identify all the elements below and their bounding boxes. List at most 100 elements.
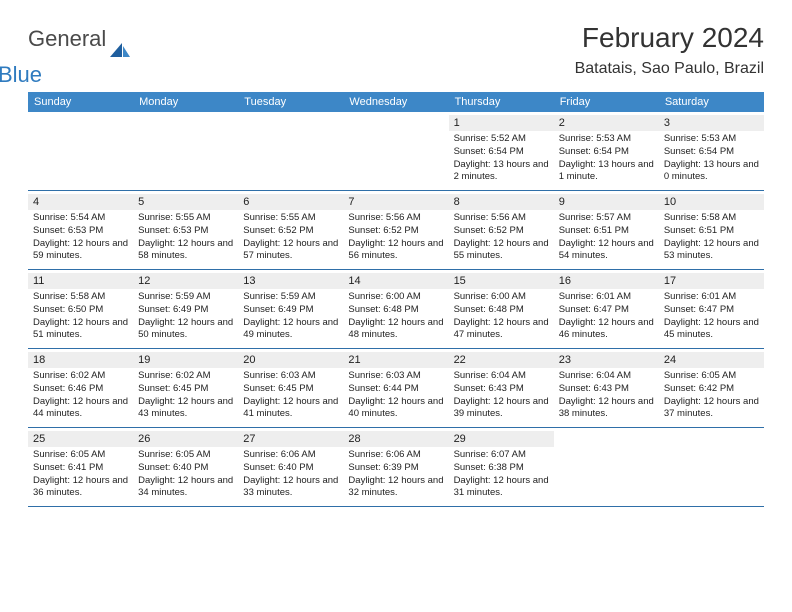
brand-blue: Blue	[0, 64, 76, 86]
week-row: 1Sunrise: 5:52 AMSunset: 6:54 PMDaylight…	[28, 112, 764, 191]
sunrise-line: Sunrise: 5:59 AM	[243, 291, 338, 304]
sunrise-line: Sunrise: 6:05 AM	[664, 370, 759, 383]
sunset-line: Sunset: 6:54 PM	[454, 146, 549, 159]
empty-day-cell	[133, 112, 238, 190]
sunrise-line: Sunrise: 6:02 AM	[138, 370, 233, 383]
day-number-band: 2	[554, 115, 659, 131]
sunrise-line: Sunrise: 6:01 AM	[559, 291, 654, 304]
day-number: 25	[33, 433, 128, 445]
day-number: 2	[559, 117, 654, 129]
daylight-line: Daylight: 13 hours and 2 minutes.	[454, 159, 549, 185]
sunset-line: Sunset: 6:52 PM	[243, 225, 338, 238]
day-number-band	[659, 431, 764, 447]
sunset-line: Sunset: 6:53 PM	[33, 225, 128, 238]
sunset-line: Sunset: 6:49 PM	[138, 304, 233, 317]
sunrise-line: Sunrise: 5:57 AM	[559, 212, 654, 225]
sunrise-line: Sunrise: 6:00 AM	[348, 291, 443, 304]
day-cell: 1Sunrise: 5:52 AMSunset: 6:54 PMDaylight…	[449, 112, 554, 190]
day-number-band: 4	[28, 194, 133, 210]
day-number: 4	[33, 196, 128, 208]
daylight-line: Daylight: 12 hours and 54 minutes.	[559, 238, 654, 264]
day-number-band: 19	[133, 352, 238, 368]
week-row: 4Sunrise: 5:54 AMSunset: 6:53 PMDaylight…	[28, 191, 764, 270]
sunrise-line: Sunrise: 6:01 AM	[664, 291, 759, 304]
daylight-line: Daylight: 12 hours and 44 minutes.	[33, 396, 128, 422]
week-row: 11Sunrise: 5:58 AMSunset: 6:50 PMDayligh…	[28, 270, 764, 349]
day-number-band: 14	[343, 273, 448, 289]
sunrise-line: Sunrise: 6:07 AM	[454, 449, 549, 462]
sunrise-line: Sunrise: 5:52 AM	[454, 133, 549, 146]
title-block: February 2024 Batatais, Sao Paulo, Brazi…	[575, 22, 764, 78]
sunset-line: Sunset: 6:47 PM	[664, 304, 759, 317]
daylight-line: Daylight: 12 hours and 51 minutes.	[33, 317, 128, 343]
daylight-line: Daylight: 12 hours and 49 minutes.	[243, 317, 338, 343]
day-number-band	[554, 431, 659, 447]
day-cell: 13Sunrise: 5:59 AMSunset: 6:49 PMDayligh…	[238, 270, 343, 348]
day-number: 18	[33, 354, 128, 366]
day-cell: 20Sunrise: 6:03 AMSunset: 6:45 PMDayligh…	[238, 349, 343, 427]
daylight-line: Daylight: 12 hours and 58 minutes.	[138, 238, 233, 264]
sunset-line: Sunset: 6:40 PM	[138, 462, 233, 475]
daylight-line: Daylight: 12 hours and 45 minutes.	[664, 317, 759, 343]
day-cell: 11Sunrise: 5:58 AMSunset: 6:50 PMDayligh…	[28, 270, 133, 348]
empty-day-cell	[343, 112, 448, 190]
sunrise-line: Sunrise: 6:05 AM	[33, 449, 128, 462]
day-cell: 4Sunrise: 5:54 AMSunset: 6:53 PMDaylight…	[28, 191, 133, 269]
day-number-band: 27	[238, 431, 343, 447]
weeks-container: 1Sunrise: 5:52 AMSunset: 6:54 PMDaylight…	[28, 112, 764, 507]
sail-icon	[108, 41, 132, 59]
day-number: 21	[348, 354, 443, 366]
daylight-line: Daylight: 12 hours and 41 minutes.	[243, 396, 338, 422]
empty-day-cell	[554, 428, 659, 506]
sunrise-line: Sunrise: 5:55 AM	[138, 212, 233, 225]
daylight-line: Daylight: 12 hours and 47 minutes.	[454, 317, 549, 343]
sunrise-line: Sunrise: 6:03 AM	[243, 370, 338, 383]
day-number: 27	[243, 433, 338, 445]
day-number-band: 11	[28, 273, 133, 289]
calendar-grid: SundayMondayTuesdayWednesdayThursdayFrid…	[28, 92, 764, 507]
day-number: 19	[138, 354, 233, 366]
month-title: February 2024	[575, 22, 764, 54]
day-number-band: 13	[238, 273, 343, 289]
daylight-line: Daylight: 12 hours and 53 minutes.	[664, 238, 759, 264]
day-number	[243, 117, 338, 129]
daylight-line: Daylight: 12 hours and 57 minutes.	[243, 238, 338, 264]
day-number: 5	[138, 196, 233, 208]
daylight-line: Daylight: 12 hours and 34 minutes.	[138, 475, 233, 501]
day-number-band: 7	[343, 194, 448, 210]
day-number: 9	[559, 196, 654, 208]
sunset-line: Sunset: 6:51 PM	[559, 225, 654, 238]
day-number: 13	[243, 275, 338, 287]
day-cell: 22Sunrise: 6:04 AMSunset: 6:43 PMDayligh…	[449, 349, 554, 427]
daylight-line: Daylight: 13 hours and 0 minutes.	[664, 159, 759, 185]
daylight-line: Daylight: 12 hours and 59 minutes.	[33, 238, 128, 264]
day-number: 26	[138, 433, 233, 445]
sunrise-line: Sunrise: 6:05 AM	[138, 449, 233, 462]
day-number: 23	[559, 354, 654, 366]
day-cell: 29Sunrise: 6:07 AMSunset: 6:38 PMDayligh…	[449, 428, 554, 506]
daylight-line: Daylight: 12 hours and 36 minutes.	[33, 475, 128, 501]
sunset-line: Sunset: 6:39 PM	[348, 462, 443, 475]
day-cell: 7Sunrise: 5:56 AMSunset: 6:52 PMDaylight…	[343, 191, 448, 269]
day-number-band: 29	[449, 431, 554, 447]
day-number: 10	[664, 196, 759, 208]
day-number	[348, 117, 443, 129]
sunset-line: Sunset: 6:52 PM	[348, 225, 443, 238]
day-number-band: 5	[133, 194, 238, 210]
day-number-band	[133, 115, 238, 131]
day-cell: 2Sunrise: 5:53 AMSunset: 6:54 PMDaylight…	[554, 112, 659, 190]
day-number-band: 26	[133, 431, 238, 447]
day-cell: 6Sunrise: 5:55 AMSunset: 6:52 PMDaylight…	[238, 191, 343, 269]
day-number: 20	[243, 354, 338, 366]
sunrise-line: Sunrise: 5:53 AM	[664, 133, 759, 146]
sunset-line: Sunset: 6:48 PM	[454, 304, 549, 317]
dow-header-cell: Monday	[133, 92, 238, 112]
day-cell: 27Sunrise: 6:06 AMSunset: 6:40 PMDayligh…	[238, 428, 343, 506]
empty-day-cell	[659, 428, 764, 506]
day-number-band: 15	[449, 273, 554, 289]
day-cell: 8Sunrise: 5:56 AMSunset: 6:52 PMDaylight…	[449, 191, 554, 269]
daylight-line: Daylight: 12 hours and 40 minutes.	[348, 396, 443, 422]
dow-header-cell: Tuesday	[238, 92, 343, 112]
day-number-band: 16	[554, 273, 659, 289]
location-label: Batatais, Sao Paulo, Brazil	[575, 60, 764, 78]
